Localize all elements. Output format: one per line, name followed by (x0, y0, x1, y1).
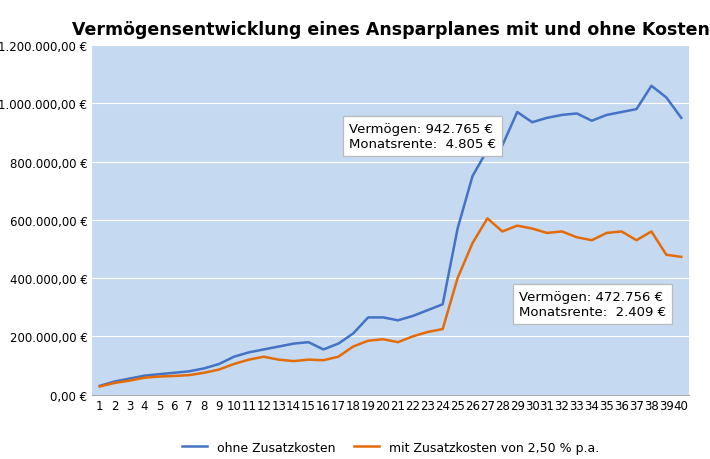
mit Zusatzkosten von 2,50 % p.a. (528, 226, 537, 232)
ohne Zusatzkosten (603, 113, 611, 118)
mit Zusatzkosten von 2,50 % p.a. (334, 354, 343, 360)
mit Zusatzkosten von 2,50 % p.a. (677, 255, 686, 260)
ohne Zusatzkosten (558, 113, 567, 118)
mit Zusatzkosten von 2,50 % p.a. (542, 230, 551, 236)
mit Zusatzkosten von 2,50 % p.a. (244, 357, 253, 363)
ohne Zusatzkosten (439, 302, 447, 308)
ohne Zusatzkosten (334, 341, 343, 347)
mit Zusatzkosten von 2,50 % p.a. (618, 229, 626, 235)
mit Zusatzkosten von 2,50 % p.a. (200, 370, 209, 375)
mit Zusatzkosten von 2,50 % p.a. (633, 238, 641, 243)
mit Zusatzkosten von 2,50 % p.a. (319, 358, 327, 363)
ohne Zusatzkosten (409, 313, 417, 319)
mit Zusatzkosten von 2,50 % p.a. (483, 216, 491, 222)
mit Zusatzkosten von 2,50 % p.a. (379, 337, 388, 342)
ohne Zusatzkosten (469, 174, 477, 179)
ohne Zusatzkosten (633, 107, 641, 112)
ohne Zusatzkosten (662, 95, 671, 101)
ohne Zusatzkosten (648, 84, 656, 90)
ohne Zusatzkosten (95, 383, 104, 389)
Legend: ohne Zusatzkosten, mit Zusatzkosten von 2,50 % p.a.: ohne Zusatzkosten, mit Zusatzkosten von … (177, 436, 604, 459)
ohne Zusatzkosten (155, 372, 163, 377)
ohne Zusatzkosten (379, 315, 388, 320)
ohne Zusatzkosten (572, 112, 581, 117)
ohne Zusatzkosten (260, 347, 268, 353)
ohne Zusatzkosten (185, 369, 193, 374)
Line: ohne Zusatzkosten: ohne Zusatzkosten (99, 87, 682, 386)
mit Zusatzkosten von 2,50 % p.a. (349, 344, 358, 350)
mit Zusatzkosten von 2,50 % p.a. (95, 384, 104, 389)
ohne Zusatzkosten (170, 370, 179, 375)
Text: Vermögen: 942.765 €
Monatsrente:  4.805 €: Vermögen: 942.765 € Monatsrente: 4.805 € (349, 123, 496, 151)
ohne Zusatzkosten (483, 148, 491, 153)
mit Zusatzkosten von 2,50 % p.a. (185, 373, 193, 378)
ohne Zusatzkosten (618, 110, 626, 116)
mit Zusatzkosten von 2,50 % p.a. (469, 241, 477, 246)
mit Zusatzkosten von 2,50 % p.a. (648, 229, 656, 235)
ohne Zusatzkosten (244, 350, 253, 355)
Line: mit Zusatzkosten von 2,50 % p.a.: mit Zusatzkosten von 2,50 % p.a. (99, 219, 682, 386)
ohne Zusatzkosten (542, 116, 551, 121)
mit Zusatzkosten von 2,50 % p.a. (290, 358, 298, 364)
ohne Zusatzkosten (111, 379, 119, 385)
mit Zusatzkosten von 2,50 % p.a. (214, 367, 223, 373)
mit Zusatzkosten von 2,50 % p.a. (111, 381, 119, 386)
mit Zusatzkosten von 2,50 % p.a. (662, 252, 671, 258)
ohne Zusatzkosten (214, 362, 223, 367)
ohne Zusatzkosten (588, 119, 596, 124)
mit Zusatzkosten von 2,50 % p.a. (513, 224, 521, 229)
mit Zusatzkosten von 2,50 % p.a. (603, 230, 611, 236)
ohne Zusatzkosten (274, 344, 283, 350)
ohne Zusatzkosten (125, 376, 133, 381)
mit Zusatzkosten von 2,50 % p.a. (423, 330, 432, 335)
mit Zusatzkosten von 2,50 % p.a. (260, 354, 268, 360)
Title: Vermögensentwicklung eines Ansparplanes mit und ohne Kosten: Vermögensentwicklung eines Ansparplanes … (72, 21, 709, 39)
ohne Zusatzkosten (364, 315, 372, 320)
mit Zusatzkosten von 2,50 % p.a. (409, 334, 417, 339)
mit Zusatzkosten von 2,50 % p.a. (454, 276, 462, 281)
ohne Zusatzkosten (141, 373, 149, 379)
ohne Zusatzkosten (319, 347, 327, 353)
ohne Zusatzkosten (454, 226, 462, 232)
mit Zusatzkosten von 2,50 % p.a. (572, 235, 581, 241)
ohne Zusatzkosten (230, 354, 239, 360)
mit Zusatzkosten von 2,50 % p.a. (170, 373, 179, 379)
ohne Zusatzkosten (423, 308, 432, 313)
mit Zusatzkosten von 2,50 % p.a. (274, 357, 283, 363)
mit Zusatzkosten von 2,50 % p.a. (230, 362, 239, 367)
mit Zusatzkosten von 2,50 % p.a. (155, 374, 163, 380)
mit Zusatzkosten von 2,50 % p.a. (588, 238, 596, 243)
mit Zusatzkosten von 2,50 % p.a. (439, 327, 447, 332)
ohne Zusatzkosten (677, 116, 686, 121)
mit Zusatzkosten von 2,50 % p.a. (558, 229, 567, 235)
Text: Vermögen: 472.756 €
Monatsrente:  2.409 €: Vermögen: 472.756 € Monatsrente: 2.409 € (519, 290, 666, 318)
ohne Zusatzkosten (394, 318, 403, 323)
mit Zusatzkosten von 2,50 % p.a. (364, 338, 372, 344)
mit Zusatzkosten von 2,50 % p.a. (125, 378, 133, 384)
ohne Zusatzkosten (528, 120, 537, 126)
ohne Zusatzkosten (290, 341, 298, 347)
mit Zusatzkosten von 2,50 % p.a. (305, 357, 313, 363)
mit Zusatzkosten von 2,50 % p.a. (394, 340, 403, 345)
mit Zusatzkosten von 2,50 % p.a. (141, 375, 149, 381)
ohne Zusatzkosten (200, 366, 209, 371)
mit Zusatzkosten von 2,50 % p.a. (498, 229, 507, 235)
ohne Zusatzkosten (349, 331, 358, 336)
ohne Zusatzkosten (513, 110, 521, 116)
ohne Zusatzkosten (498, 143, 507, 149)
ohne Zusatzkosten (305, 340, 313, 345)
